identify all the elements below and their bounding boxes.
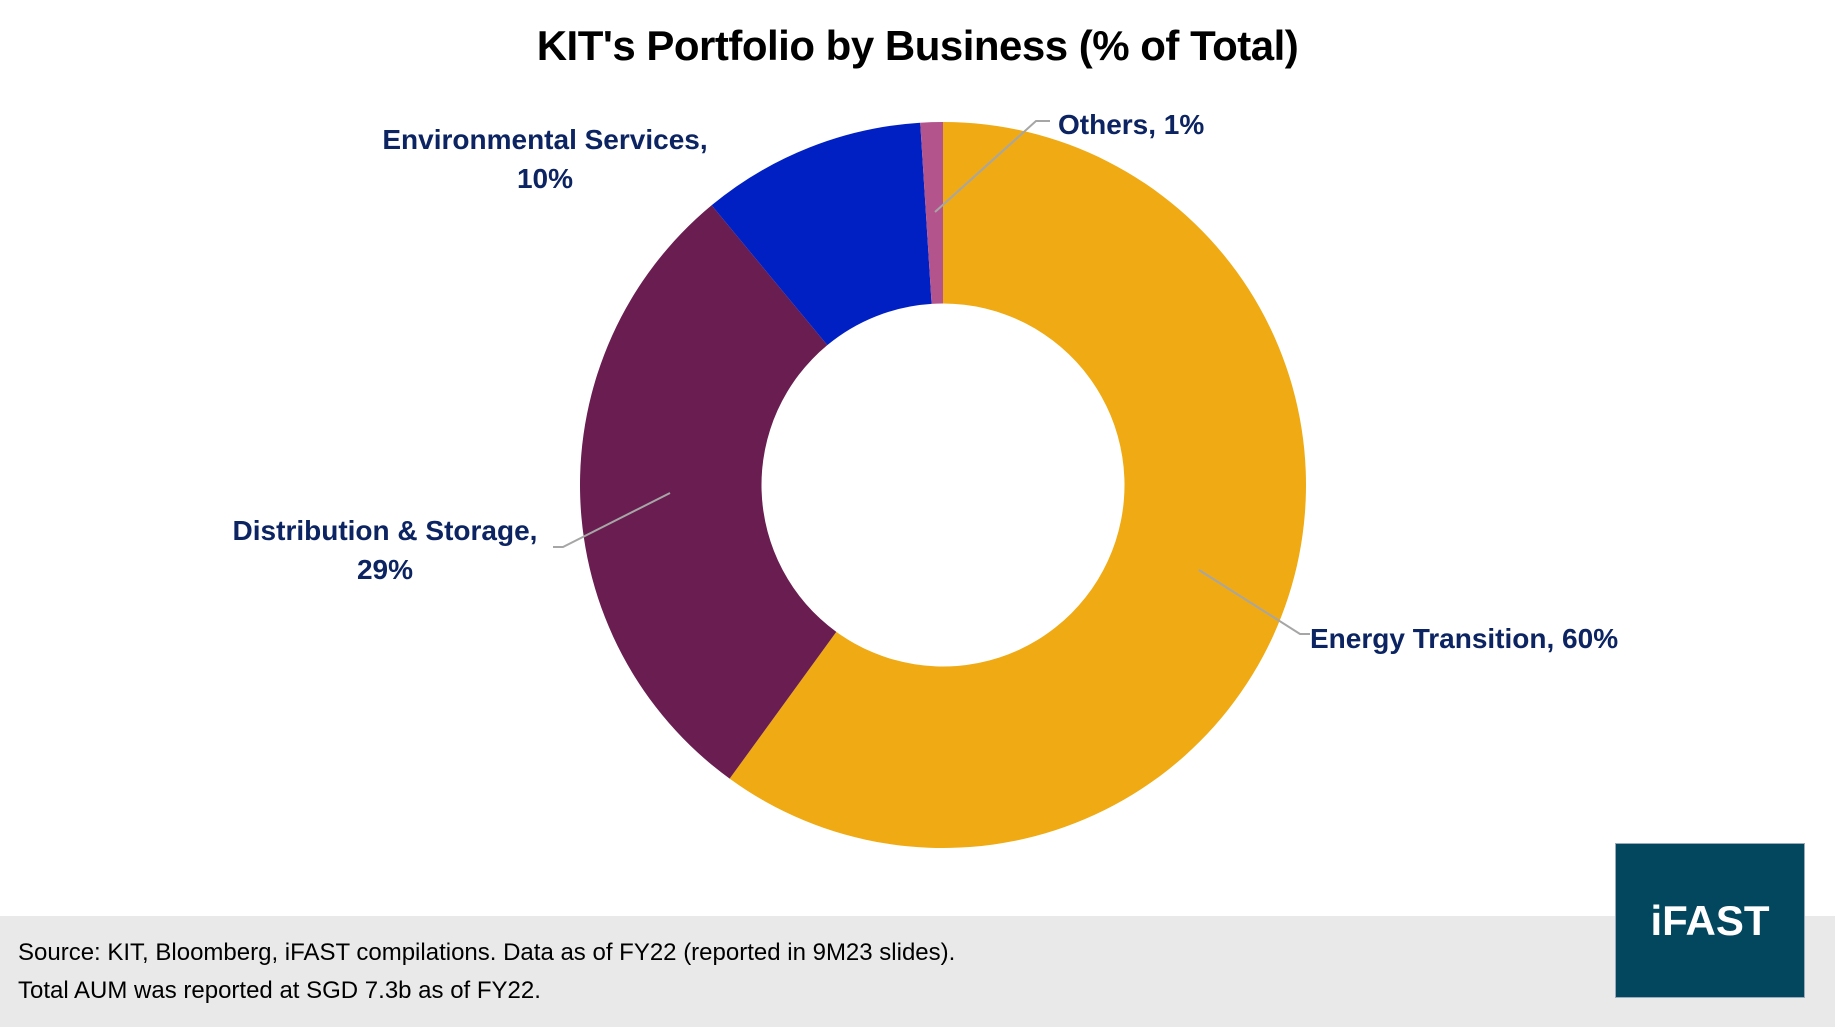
label-text: Energy Transition, 60% — [1310, 623, 1619, 654]
label-text: Others, 1% — [1058, 109, 1205, 140]
chart-title: KIT's Portfolio by Business (% of Total) — [536, 22, 1299, 69]
label-distribution-storage: Distribution & Storage, 29% — [215, 511, 555, 589]
slice-environmental-services — [711, 122, 932, 346]
leader-lines — [553, 120, 1310, 635]
leader-line — [1198, 569, 1310, 635]
slice-others — [920, 122, 943, 304]
label-environmental-services: Environmental Services, 10% — [360, 120, 730, 198]
source-line: Source: KIT, Bloomberg, iFAST compilatio… — [18, 939, 956, 966]
source-note: Source: KIT, Bloomberg, iFAST compilatio… — [18, 934, 955, 1010]
leader-line — [553, 492, 671, 548]
donut-slices — [580, 122, 1307, 848]
ifast-logo: iFAST — [1615, 843, 1805, 998]
aum-note-line: Total AUM was reported at SGD 7.3b as of… — [18, 977, 541, 1004]
label-text: Environmental Services, — [382, 124, 708, 155]
footer: Source: KIT, Bloomberg, iFAST compilatio… — [0, 916, 1835, 1027]
label-value: 10% — [516, 163, 574, 194]
label-text: Distribution & Storage, — [232, 515, 538, 546]
donut-chart — [553, 120, 1310, 848]
slice-energy-transition — [729, 122, 1307, 848]
leader-line — [934, 120, 1050, 213]
logo-text: iFAST — [1650, 896, 1770, 944]
label-energy-transition: Energy Transition, 60% — [1310, 619, 1618, 658]
label-value: 29% — [356, 554, 414, 585]
label-others: Others, 1% — [1058, 105, 1204, 144]
slice-distribution-storage — [580, 205, 837, 779]
